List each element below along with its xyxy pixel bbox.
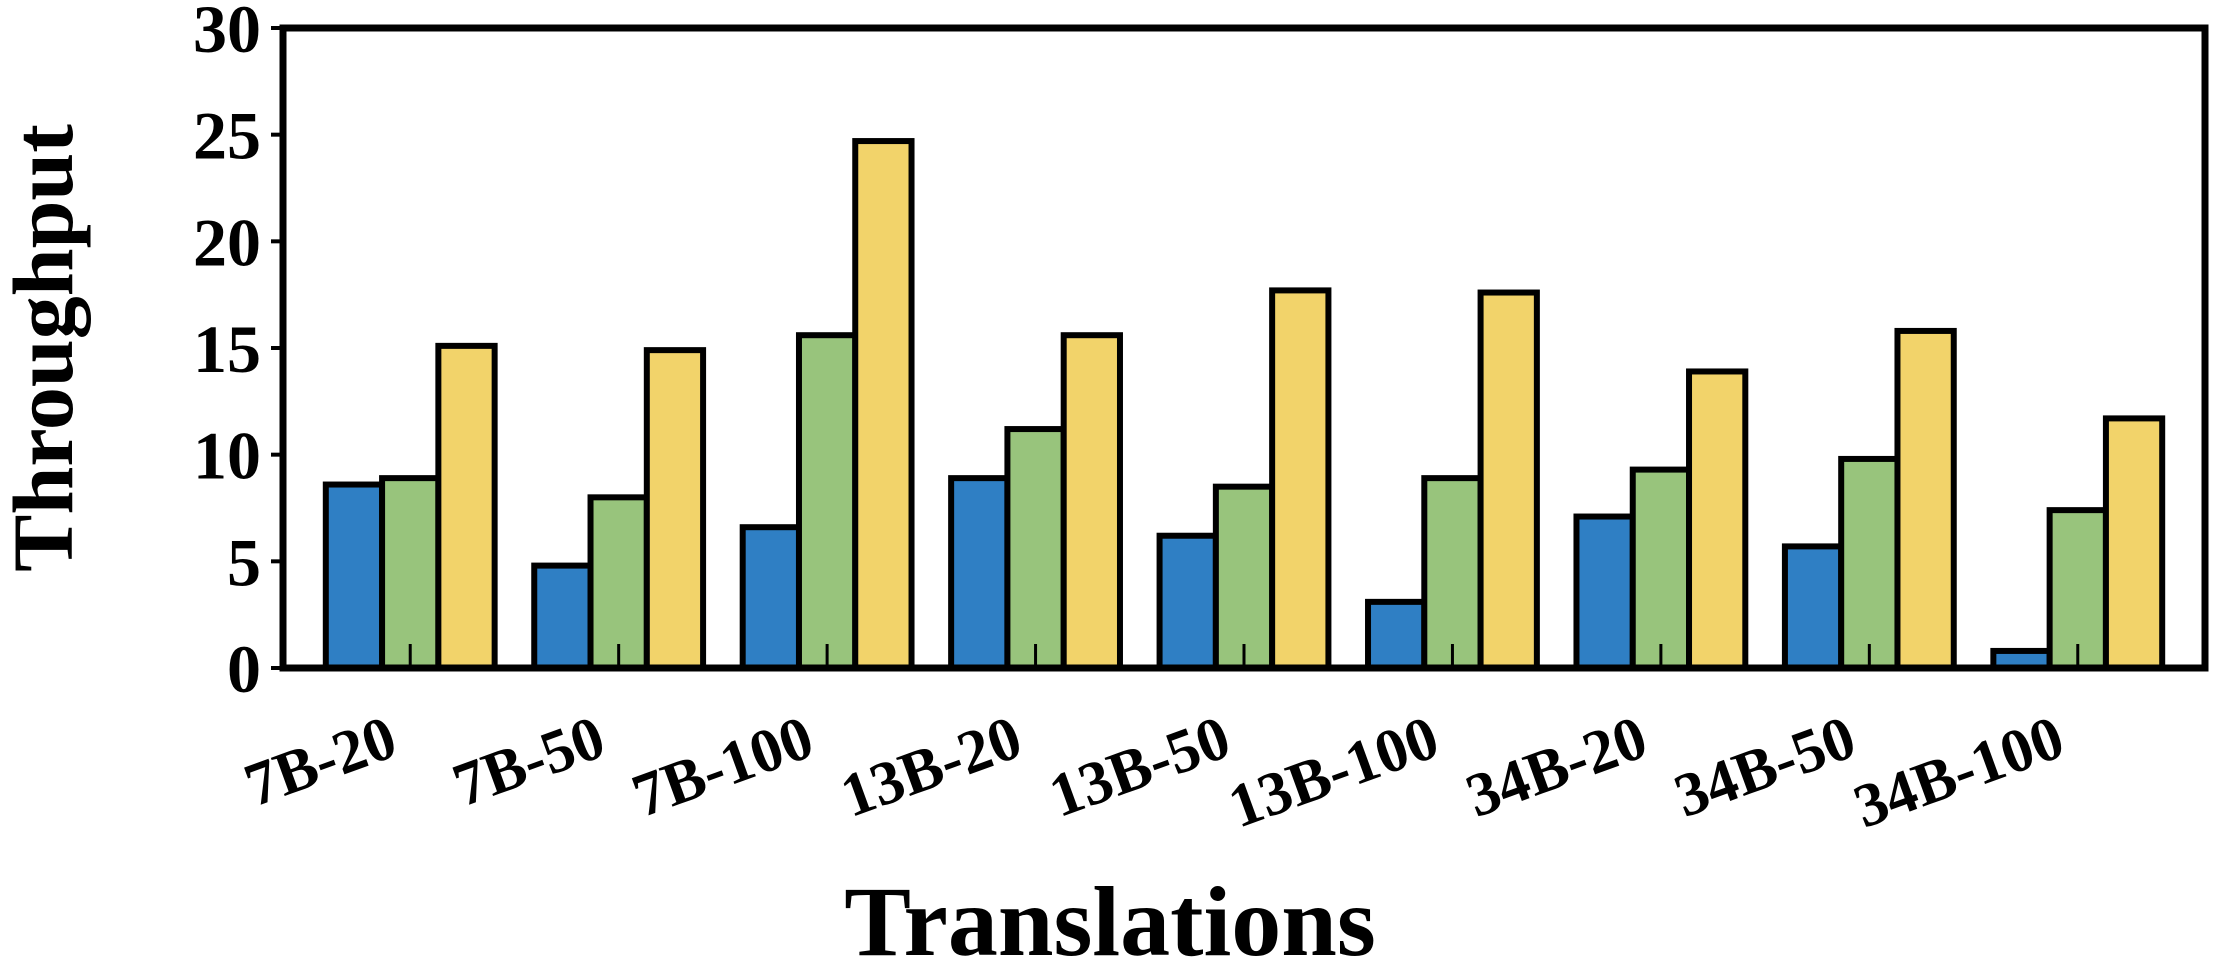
x-tick-label: 13B-100 [1220,703,1447,841]
bar [2102,415,2166,671]
bar [795,332,859,671]
x-tick-label: 13B-20 [832,703,1030,831]
bar [1894,327,1957,671]
bar [1060,332,1123,671]
x-tick-label: 13B-50 [1041,703,1239,831]
bar [322,481,386,671]
bar [1686,368,1749,671]
bar [1421,475,1484,671]
x-tick-label: 34B-100 [1845,703,2072,841]
bar [1781,543,1845,672]
bar [739,524,802,672]
x-tick-label: 7B-100 [624,703,822,831]
y-tick-label: 30 [193,0,261,67]
bar [1156,532,1219,671]
bar [1269,287,1332,671]
bar [587,494,650,672]
y-tick-label: 25 [193,98,261,174]
bar [948,475,1011,671]
bar [379,475,442,671]
y-tick-label: 15 [193,311,261,387]
bar [1212,483,1276,671]
y-tick-label: 10 [193,418,261,494]
bar [1477,289,1540,671]
y-axis-label: Throughput [0,124,91,572]
x-tick-label: 34B-20 [1458,703,1656,831]
y-tick-label: 5 [227,524,261,600]
bar [1838,455,1901,671]
bar [531,562,594,671]
x-tick-label: 34B-50 [1666,703,1864,831]
bar [1573,513,1636,671]
bar [852,138,915,672]
x-tick-label: 7B-50 [445,703,614,820]
bar [435,342,498,671]
bar [1004,426,1067,672]
bar [1629,466,1693,671]
x-tick-label: 7B-20 [236,703,405,820]
y-tick-label: 20 [193,204,261,280]
bar [1365,598,1428,671]
bar [643,347,707,671]
plot-frame [279,24,2209,672]
x-axis-label: Translations [844,866,1376,971]
y-tick-label: 0 [227,631,261,707]
